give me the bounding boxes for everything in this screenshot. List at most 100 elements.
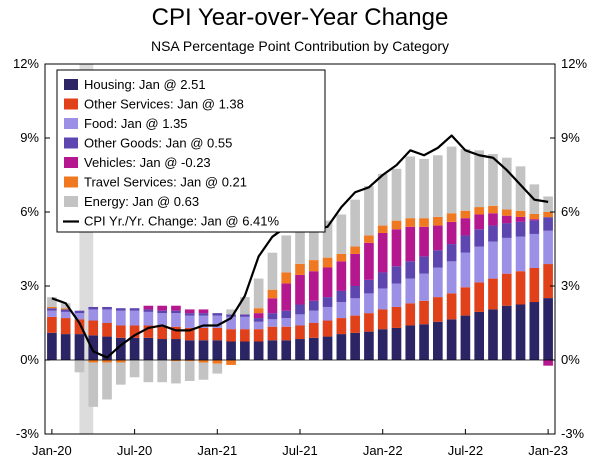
legend-label-3: Other Goods: Jan @ 0.55 <box>84 136 232 151</box>
bar-segment-1-6 <box>129 325 140 338</box>
bar-segment-3-28 <box>433 250 443 268</box>
x-tick-label-5: Jul-22 <box>448 443 483 458</box>
bar-segment-3-34 <box>515 221 526 237</box>
bar-segment-6-23 <box>364 186 374 236</box>
bar-segment-5-28 <box>433 216 443 226</box>
bar-segment-3-22 <box>350 286 360 299</box>
legend-label-4: Vehicles: Jan @ -0.23 <box>84 155 211 170</box>
bar-segment-3-15 <box>253 318 264 322</box>
bar-segment-1-3 <box>88 320 99 336</box>
bar-segment-3-14 <box>240 314 250 317</box>
bar-segment-1-17 <box>281 326 292 341</box>
bar-segment-0-11 <box>198 340 209 360</box>
bar-segment-6-9 <box>171 361 181 384</box>
x-tick-label-6: Jan-23 <box>528 443 568 458</box>
bar-segment-5-11 <box>198 360 209 363</box>
y-tick-label-right-5: -3% <box>561 426 585 441</box>
legend-swatch-4 <box>64 157 78 168</box>
bar-segment-0-22 <box>350 332 360 360</box>
bar-segment-1-32 <box>488 278 498 310</box>
bar-segment-2-3 <box>88 309 99 321</box>
bar-segment-2-23 <box>364 293 374 314</box>
x-tick-label-2: Jan-21 <box>197 443 237 458</box>
bar-segment-0-30 <box>460 315 471 360</box>
bar-segment-5-35 <box>529 213 540 220</box>
bar-segment-2-19 <box>308 310 319 323</box>
bar-segment-1-14 <box>240 329 250 342</box>
bar-segment-5-25 <box>391 220 402 230</box>
bar-segment-5-21 <box>336 253 347 262</box>
bar-segment-6-31 <box>474 150 485 208</box>
bar-segment-2-21 <box>336 302 347 319</box>
bar-segment-0-26 <box>405 325 416 360</box>
bar-segment-1-18 <box>295 325 305 340</box>
bar-segment-1-2 <box>74 319 85 335</box>
y-tick-label-left-3: 3% <box>20 278 39 293</box>
bar-segment-3-31 <box>474 229 485 247</box>
bar-segment-1-25 <box>391 306 402 328</box>
bar-segment-2-20 <box>322 306 333 321</box>
bar-segment-0-17 <box>281 340 292 360</box>
bar-segment-5-31 <box>474 207 485 215</box>
bar-segment-0-5 <box>115 337 126 360</box>
bar-segment-2-28 <box>433 267 443 298</box>
bar-segment-2-14 <box>240 316 250 330</box>
legend-swatch-3 <box>64 137 78 149</box>
bar-segment-2-25 <box>391 283 402 307</box>
bar-segment-5-20 <box>322 257 333 268</box>
bar-segment-6-15 <box>253 278 264 309</box>
bar-segment-2-33 <box>501 237 512 274</box>
bar-segment-5-15 <box>253 308 264 314</box>
bar-segment-3-0 <box>47 308 57 311</box>
legend-box <box>56 69 326 233</box>
bar-segment-2-24 <box>377 288 388 310</box>
bar-segment-0-2 <box>74 334 85 360</box>
bar-segment-0-16 <box>267 340 278 360</box>
bar-segment-1-11 <box>198 327 209 341</box>
bar-segment-5-33 <box>501 209 512 216</box>
bar-segment-0-31 <box>474 311 485 360</box>
bar-segment-6-20 <box>322 220 333 258</box>
bar-segment-1-26 <box>405 303 416 326</box>
bar-segment-6-29 <box>446 146 457 214</box>
bar-segment-6-27 <box>419 158 429 219</box>
bar-segment-2-16 <box>267 319 278 327</box>
legend-swatch-6 <box>64 196 78 207</box>
chart-subtitle: NSA Percentage Point Contribution by Cat… <box>150 38 450 54</box>
bar-segment-2-13 <box>226 316 236 330</box>
x-tick-label-4: Jan-22 <box>363 443 403 458</box>
bar-segment-3-9 <box>171 310 181 314</box>
bar-segment-0-25 <box>391 327 402 360</box>
bar-segment-0-29 <box>446 319 457 360</box>
bar-segment-4-16 <box>267 298 278 314</box>
bar-segment-4-27 <box>419 226 429 257</box>
bar-segment-3-6 <box>129 308 140 311</box>
y-tick-label-left-2: 6% <box>20 204 39 219</box>
bar-segment-5-4 <box>102 360 112 363</box>
bar-segment-3-29 <box>446 244 457 262</box>
bar-segment-6-4 <box>102 362 112 400</box>
bars-group <box>47 146 553 407</box>
bar-segment-0-35 <box>529 302 540 360</box>
bar-segment-6-26 <box>405 156 416 219</box>
legend-swatch-0 <box>64 79 78 90</box>
bar-segment-6-19 <box>308 223 319 261</box>
y-tick-label-right-3: 3% <box>561 278 580 293</box>
bar-segment-1-4 <box>102 323 112 337</box>
bar-segment-1-29 <box>446 293 457 320</box>
bar-segment-3-23 <box>364 279 374 294</box>
bar-segment-4-20 <box>322 267 333 298</box>
bar-segment-1-5 <box>115 325 126 338</box>
bar-segment-3-25 <box>391 266 402 284</box>
legend-swatch-1 <box>64 98 78 110</box>
bar-segment-5-29 <box>446 213 457 222</box>
bar-segment-3-21 <box>336 290 347 303</box>
bar-segment-0-21 <box>336 334 347 360</box>
bar-segment-4-19 <box>308 271 319 301</box>
bar-segment-0-3 <box>88 335 99 360</box>
bar-segment-4-9 <box>171 305 181 311</box>
bar-segment-1-24 <box>377 309 388 330</box>
y-tick-label-left-4: 0% <box>20 352 39 367</box>
bar-segment-5-19 <box>308 260 319 272</box>
bar-segment-0-9 <box>171 339 181 360</box>
